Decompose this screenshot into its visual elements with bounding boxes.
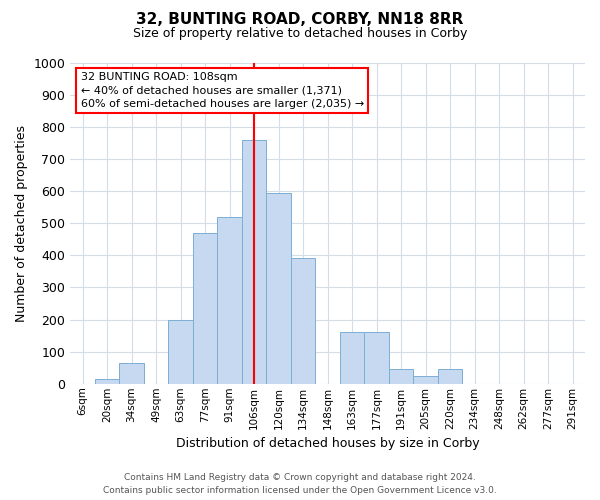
- Y-axis label: Number of detached properties: Number of detached properties: [15, 124, 28, 322]
- Bar: [340, 332, 364, 384]
- Text: 32 BUNTING ROAD: 108sqm
← 40% of detached houses are smaller (1,371)
60% of semi: 32 BUNTING ROAD: 108sqm ← 40% of detache…: [80, 72, 364, 108]
- Bar: [438, 370, 463, 384]
- Text: Size of property relative to detached houses in Corby: Size of property relative to detached ho…: [133, 28, 467, 40]
- Text: 32, BUNTING ROAD, CORBY, NN18 8RR: 32, BUNTING ROAD, CORBY, NN18 8RR: [136, 12, 464, 28]
- Bar: [266, 192, 291, 384]
- Bar: [291, 258, 316, 384]
- X-axis label: Distribution of detached houses by size in Corby: Distribution of detached houses by size …: [176, 437, 479, 450]
- Bar: [217, 216, 242, 384]
- Bar: [242, 140, 266, 384]
- Bar: [413, 376, 438, 384]
- Bar: [193, 233, 217, 384]
- Bar: [364, 332, 389, 384]
- Bar: [119, 363, 144, 384]
- Bar: [389, 370, 413, 384]
- Bar: [95, 379, 119, 384]
- Text: Contains HM Land Registry data © Crown copyright and database right 2024.
Contai: Contains HM Land Registry data © Crown c…: [103, 474, 497, 495]
- Bar: [169, 320, 193, 384]
